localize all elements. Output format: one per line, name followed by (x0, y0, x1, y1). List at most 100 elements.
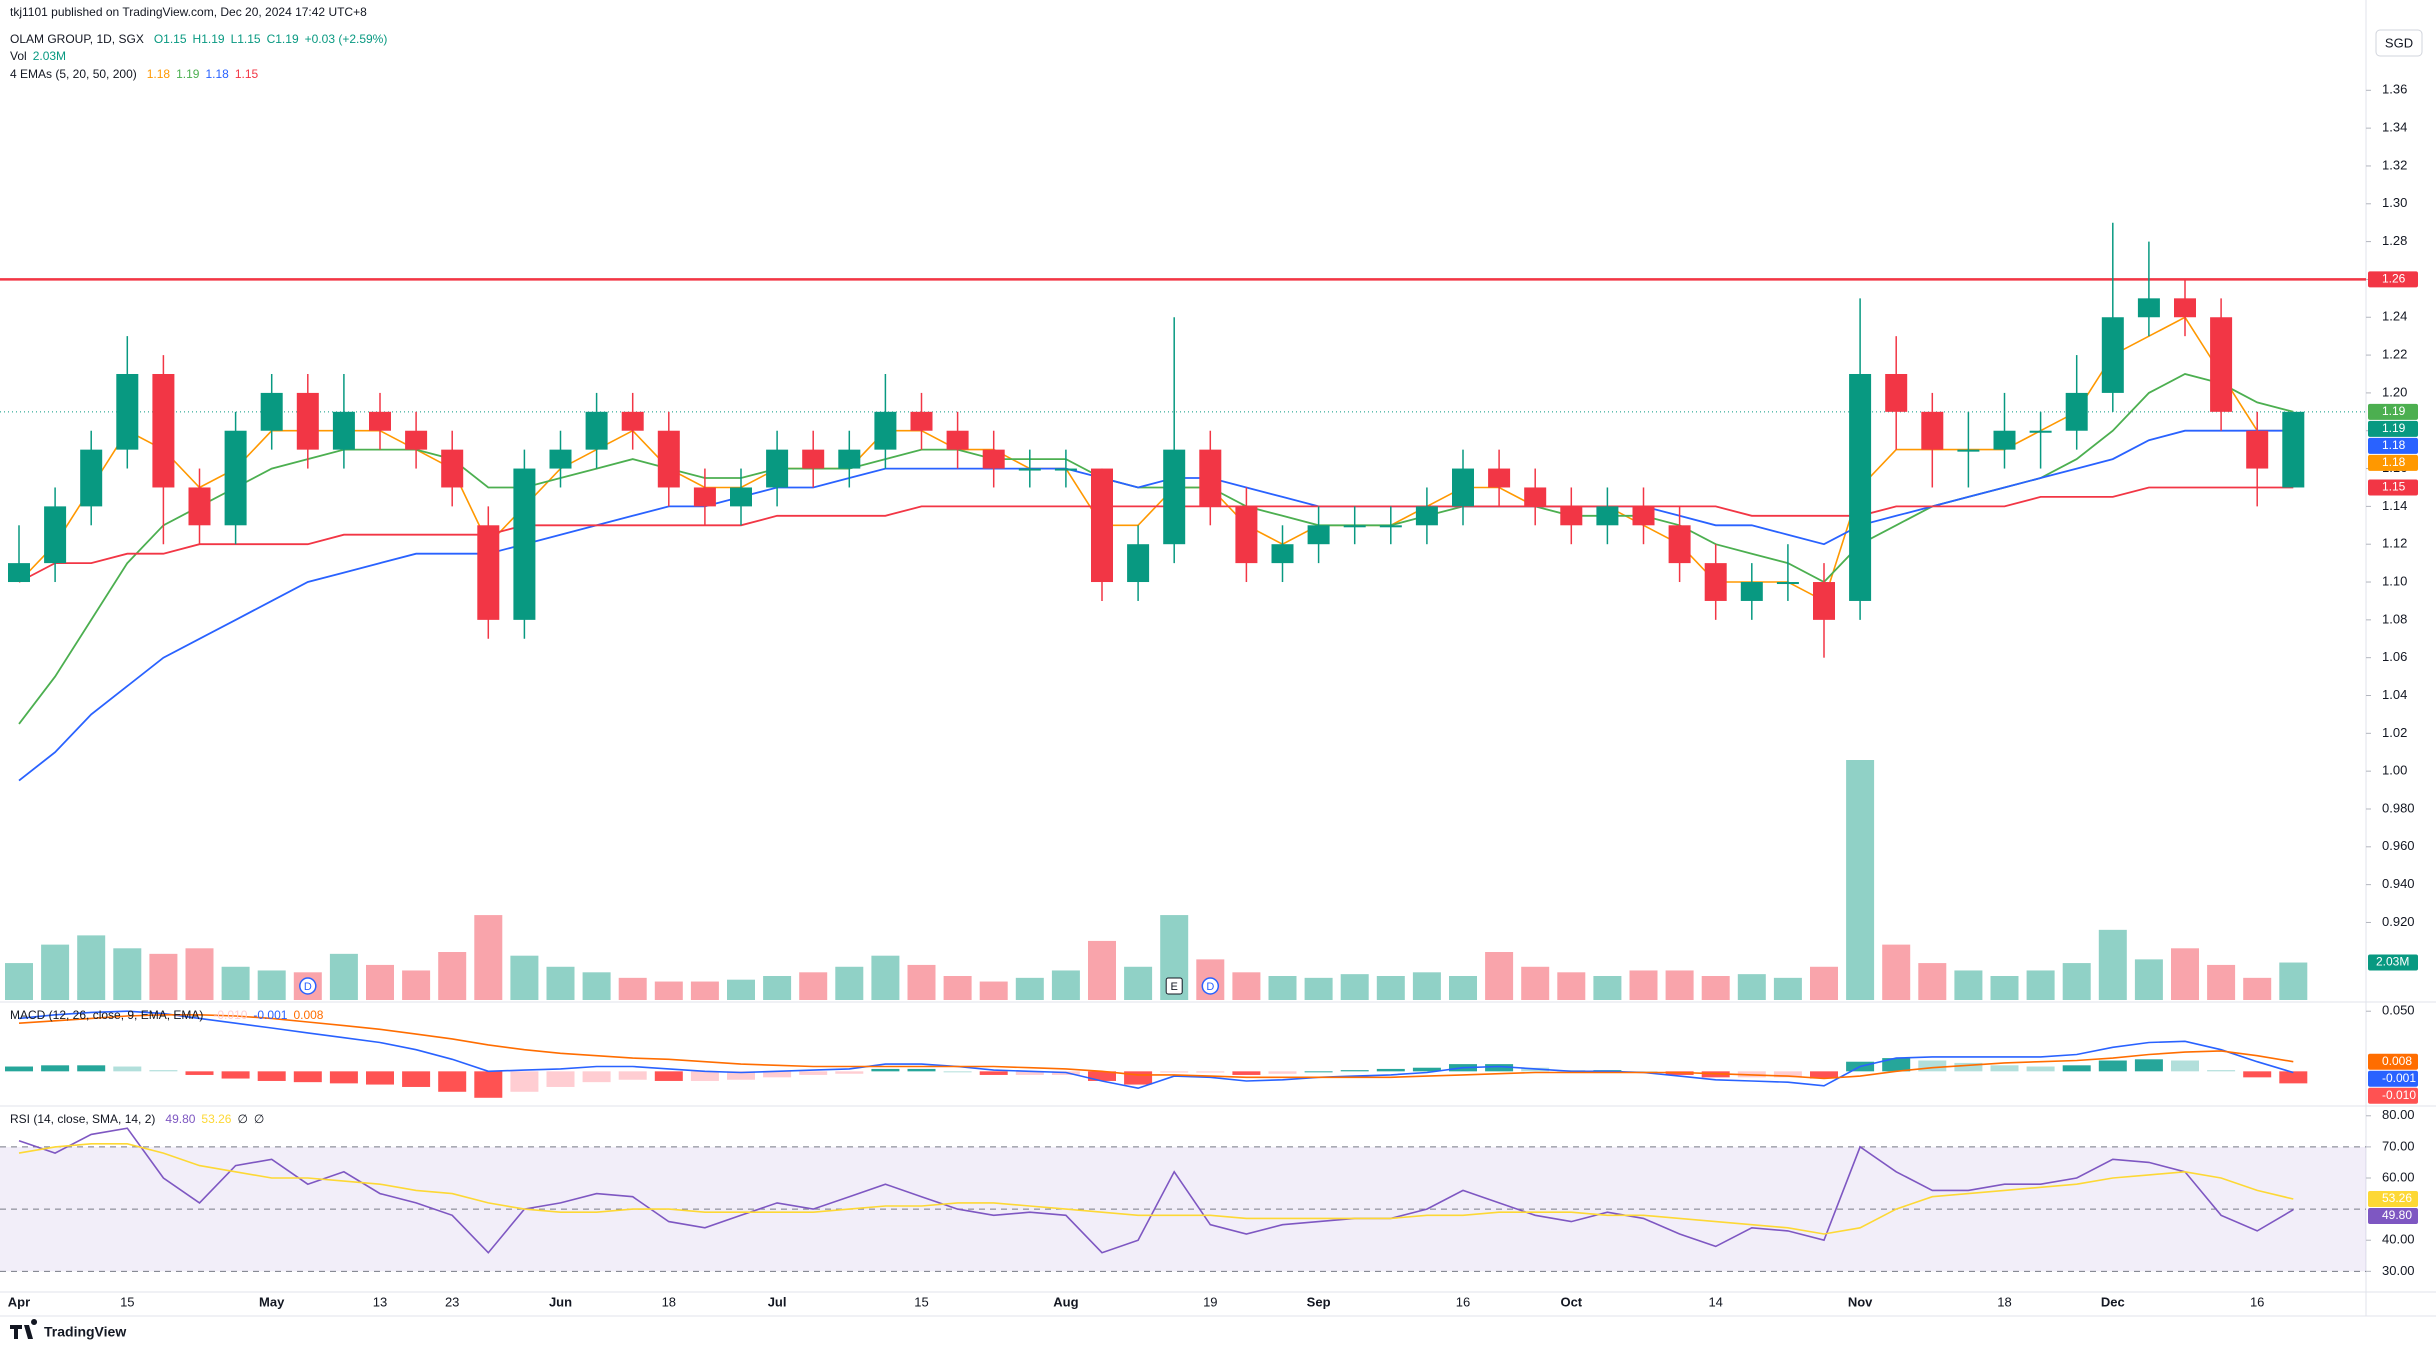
volume-bar (1015, 977, 1044, 1000)
y-tick-label: 1.36 (2382, 82, 2407, 97)
volume-bar (1412, 972, 1441, 1000)
volume-bar (149, 953, 178, 1000)
price-label: 1.19 (2382, 404, 2406, 418)
macd-histogram-bar (907, 1068, 936, 1072)
macd-histogram-bar (690, 1071, 719, 1081)
legend-item: 53.26 (201, 1112, 231, 1126)
candle-body (2246, 430, 2269, 469)
macd-histogram-bar (618, 1071, 647, 1080)
macd-histogram-bar (2171, 1060, 2199, 1072)
legend-item: 4 EMAs (5, 20, 50, 200) (10, 67, 137, 81)
volume-bar (1846, 760, 1875, 1000)
candle-body (1452, 468, 1474, 507)
legend-item: 0.008 (293, 1008, 323, 1022)
y-tick-label: 0.940 (2382, 876, 2415, 891)
candle-body (766, 449, 789, 488)
macd-histogram-bar (113, 1066, 142, 1072)
currency: SGD (2385, 35, 2413, 50)
candle-body (188, 487, 211, 526)
volume-bar (1593, 976, 1622, 1000)
candle-body (1271, 544, 1294, 564)
macd-histogram-bar (1015, 1071, 1044, 1075)
macd-histogram-bar (1304, 1071, 1333, 1073)
ema-line (18, 486, 2294, 583)
event-label: D (304, 981, 312, 993)
logo (10, 1319, 38, 1339)
volume-bar (2026, 970, 2055, 1000)
y-tick-label: 30.00 (2382, 1263, 2415, 1278)
macd-histogram-bar (763, 1071, 792, 1078)
price-label-box (2368, 1087, 2418, 1104)
volume-bar (510, 955, 539, 1000)
candle-body (369, 411, 391, 431)
price-label-box (2368, 420, 2418, 437)
macd-histogram-bar (943, 1071, 972, 1073)
candle-body (1054, 468, 1077, 471)
macd-histogram-bar (402, 1071, 431, 1087)
candle-body (2174, 298, 2196, 318)
x-tick-label: 23 (445, 1294, 459, 1309)
candle-body (802, 449, 825, 469)
y-tick-label: 1.14 (2382, 498, 2407, 513)
macd-histogram-bar (1160, 1071, 1189, 1073)
volume-bar (1340, 974, 1369, 1000)
event-marker (1165, 977, 1183, 995)
legend-item: L1.15 (231, 32, 261, 46)
volume-bar (1051, 970, 1080, 1000)
volume-bar (1376, 976, 1405, 1000)
published-note: tkj1101 published on TradingView.com, De… (10, 5, 367, 19)
volume-bar (979, 981, 1008, 1000)
macd-histogram-bar (438, 1071, 467, 1092)
macd-histogram-bar (1232, 1071, 1261, 1075)
macd-histogram-bar (329, 1071, 358, 1084)
volume-bar (1882, 944, 1911, 1000)
y-tick-label: 1.20 (2382, 384, 2407, 399)
macd-histogram-bar (1485, 1064, 1514, 1072)
macd-histogram-bar (1990, 1065, 2019, 1072)
macd-histogram-bar (1376, 1068, 1405, 1072)
macd-histogram-bar (2279, 1071, 2308, 1084)
candle-body (152, 373, 175, 488)
volume-bar (582, 972, 611, 1000)
candle-body (1163, 449, 1186, 545)
price-label-box (2368, 454, 2418, 471)
candle-body (1849, 373, 1872, 601)
x-tick-label: Sep (1307, 1294, 1331, 1309)
candle-body (1921, 411, 1944, 450)
legend-item: 49.80 (165, 1112, 195, 1126)
candle-body (585, 411, 608, 450)
y-tick-label: 0.980 (2382, 800, 2415, 815)
x-tick-label: Oct (1560, 1294, 1582, 1309)
candle-body (1813, 582, 1835, 620)
volume-bar (618, 977, 647, 1000)
volume-bar (799, 972, 828, 1000)
candle-body (946, 430, 969, 450)
volume-bar (1773, 977, 1802, 1000)
volume-bar (546, 966, 575, 1000)
volume-bar (835, 966, 864, 1000)
price-label-box (2368, 437, 2418, 454)
y-tick-label: 60.00 (2382, 1169, 2415, 1184)
macd-histogram-bar (1918, 1060, 1947, 1072)
macd-histogram-bar (871, 1068, 900, 1072)
y-tick-label: 1.32 (2382, 157, 2407, 172)
price-label: 1.18 (2382, 438, 2406, 452)
volume-bar (41, 944, 70, 1000)
candle-body (1343, 525, 1366, 528)
volume-bar (654, 981, 683, 1000)
price-label: 1.19 (2382, 421, 2406, 435)
currency-box[interactable] (2375, 29, 2423, 57)
volume-bar (1810, 966, 1838, 1000)
macd-histogram-bar (582, 1071, 611, 1083)
candle-body (621, 411, 644, 431)
volume-bar (2134, 959, 2163, 1000)
volume-bar (2062, 963, 2091, 1000)
volume-bar (366, 964, 394, 1000)
macd-histogram-bar (1412, 1067, 1441, 1072)
macd-histogram-bar (835, 1071, 864, 1074)
x-tick-label: Dec (2101, 1294, 2125, 1309)
macd-histogram-bar (5, 1066, 33, 1072)
price-label: -0.001 (2382, 1071, 2416, 1085)
